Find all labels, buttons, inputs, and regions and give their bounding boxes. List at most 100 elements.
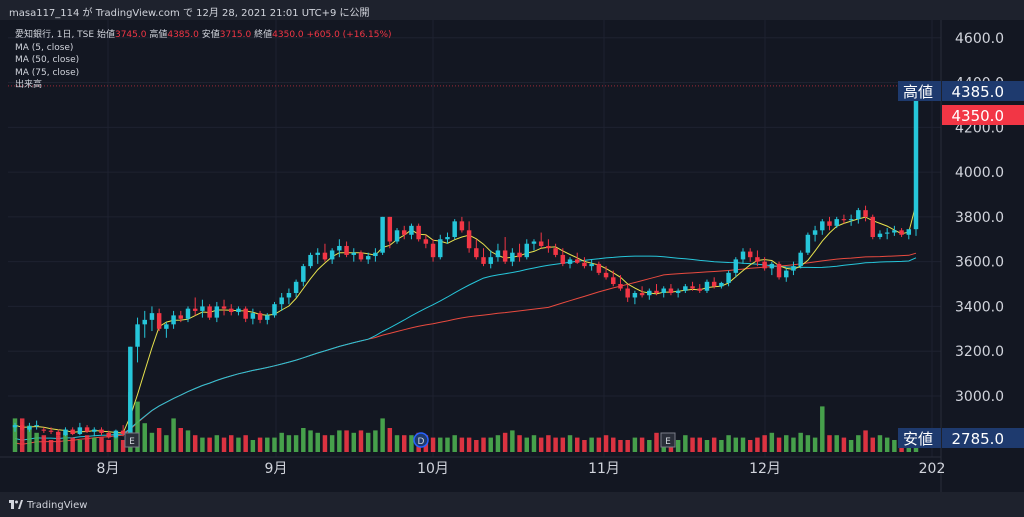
volume-bar [625,440,630,452]
candle-body [524,243,530,258]
volume-bar [856,435,861,452]
dividend-icon [413,432,429,448]
candle-body [704,281,710,291]
candle-body [416,225,421,240]
candle-body [301,266,306,282]
volume-bar [531,435,537,452]
candle-body [322,252,328,260]
candle-body [625,288,630,298]
volume-bar [524,437,530,452]
low-price-label-value: 2785.0 [952,430,1005,448]
volume-bar [178,428,184,452]
legend-volume[interactable]: 出来高 [15,80,43,90]
candle-body [171,315,176,325]
volume-bar [827,435,832,452]
volume-bar [286,435,292,452]
candle-body [711,281,717,287]
volume-bar [596,437,602,452]
high-price-label-tag [898,81,941,101]
candle-body [293,281,299,293]
volume-bar [142,423,147,452]
candle-body [272,304,277,316]
volume-bar [466,437,472,452]
candle-body [538,241,544,246]
volume-bar [863,430,868,452]
volume-bar [719,440,724,452]
last-price-label-value: 4350.0 [952,107,1005,125]
candle-body [784,270,789,278]
volume-bar [553,437,558,452]
volume-bars [12,392,919,452]
volume-bar [546,435,551,452]
candle-body [603,272,609,278]
time-tick-label: 11月 [588,461,620,477]
legend-ma5[interactable]: MA (5, close) [15,42,74,53]
volume-bar [250,440,256,452]
volume-bar [784,435,789,452]
volume-bar [135,401,140,452]
candle-body [668,288,674,293]
candle-body [106,432,111,438]
candle-body [92,429,97,432]
last-price-label-value-bg [942,105,1024,125]
price-tick-label: 3000.0 [955,389,1004,405]
volume-bar [474,440,479,452]
price-chart[interactable]: 4600.04400.04200.04000.03800.03600.03400… [0,20,1024,492]
volume-bar [156,428,162,452]
volume-bar [344,430,349,452]
low-price-label: 安値 2785.0 [898,428,1024,448]
volume-bar [257,437,263,452]
time-tick-label: 10月 [417,461,449,477]
volume-bar [611,437,616,452]
volume-bar [113,432,119,452]
chart-area[interactable]: 4600.04400.04200.04000.03800.03600.03400… [0,20,1024,492]
legend-ma75[interactable]: MA (75, close) [15,67,80,78]
volume-bar [445,437,450,452]
tradingview-logo[interactable]: TradingView [9,499,87,511]
volume-bar [236,437,241,452]
candle-body [308,254,313,267]
volume-bar [690,437,695,452]
volume-bar [683,435,688,452]
low-price-label-value-bg [942,428,1024,448]
volume-bar [84,435,90,452]
candle-body [265,315,270,320]
legend-ma50[interactable]: MA (50, close) [15,55,80,65]
candle-body [892,230,897,233]
candle-body [820,221,825,231]
volume-bar [776,437,782,452]
candle-body [27,426,32,430]
time-tick-label: 8月 [97,461,120,477]
volume-bar [409,435,414,452]
candle-body [913,93,919,230]
legend-high-label: 高値 [149,30,168,40]
ma5-line [14,203,917,434]
volume-bar [106,440,111,452]
volume-bar [63,432,68,452]
volume-bar [265,437,270,452]
time-tick-label: 9月 [265,461,288,477]
volume-bar [34,432,39,452]
volume-bar [791,437,796,452]
candle-body [351,252,357,255]
volume-bar [214,435,220,452]
volume-bar [394,435,400,452]
volume-bar [171,418,176,452]
candle-body [474,248,479,258]
candle-body [719,282,724,287]
volume-bar [365,432,371,452]
candle-body [452,221,457,238]
candle-body [286,292,292,298]
candle-body [647,290,652,296]
event-label: E [129,437,135,447]
volume-bar [740,437,746,452]
event-label: D [418,437,425,447]
candle-body [502,250,508,262]
candle-body [178,315,184,319]
volume-bar [848,440,854,452]
volume-bar [647,440,652,452]
high-price-label-value: 4385.0 [952,83,1005,101]
volume-bar [322,435,328,452]
candle-body [315,252,320,255]
price-tick-label: 4000.0 [955,165,1004,181]
